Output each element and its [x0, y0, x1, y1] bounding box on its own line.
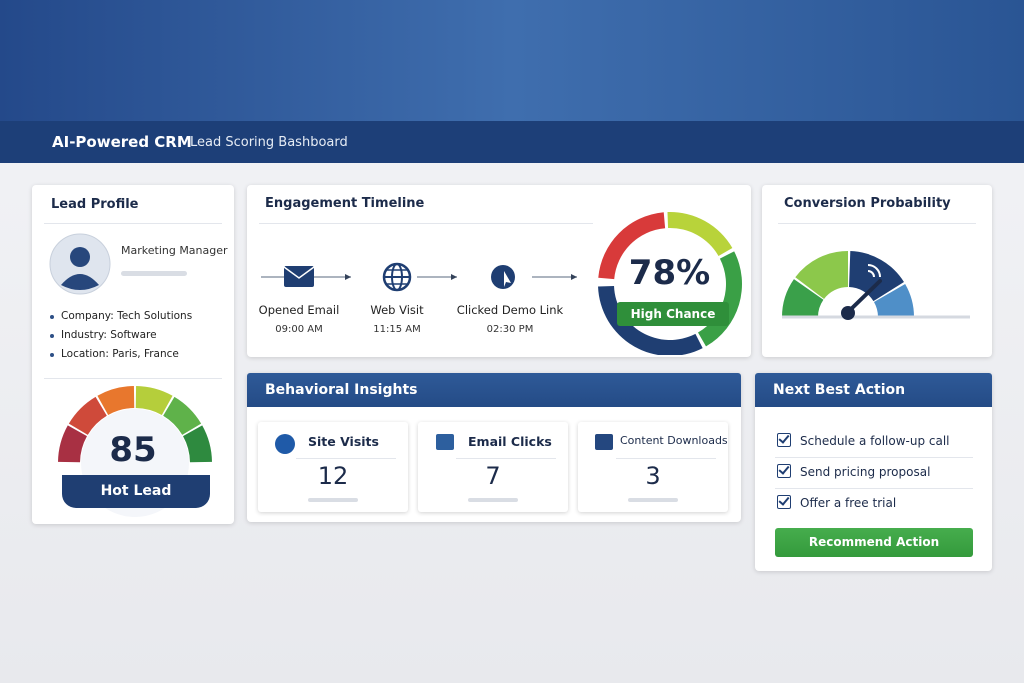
divider — [456, 458, 556, 459]
divider — [259, 223, 593, 224]
checkbox[interactable] — [777, 495, 791, 509]
divider — [296, 458, 396, 459]
probability-value: 78% — [628, 253, 711, 293]
bullet — [50, 334, 54, 338]
ring-segment — [598, 285, 703, 355]
ring-segment — [598, 212, 666, 280]
gauge-segment — [183, 425, 212, 463]
brand: AI-Powered CRM — [52, 133, 192, 151]
conversion-card: Conversion Probability — [762, 185, 992, 357]
card-title: Engagement Timeline — [265, 196, 425, 211]
avatar — [49, 233, 111, 295]
gauge-segment — [135, 386, 173, 415]
metric-value: 7 — [485, 462, 501, 490]
timeline-line — [261, 262, 577, 292]
divider — [778, 223, 976, 224]
divider — [775, 488, 973, 489]
signal-icon — [867, 264, 881, 278]
metric-card: Email Clicks 7 — [418, 422, 568, 512]
divider — [775, 457, 973, 458]
recommend-button[interactable]: Recommend Action — [775, 528, 973, 557]
metric-icon — [595, 434, 613, 450]
gauge-segment — [849, 251, 904, 302]
card-header: Behavioral Insights — [247, 373, 741, 407]
ring-segment — [698, 251, 742, 347]
lead-detail: Company: Tech Solutions — [61, 310, 193, 322]
page-title: Lead Scoring Bashboard — [190, 135, 348, 150]
placeholder-bar — [468, 498, 518, 502]
placeholder-bar — [308, 498, 358, 502]
event-label: Web Visit — [370, 303, 424, 317]
needle-hub — [841, 306, 855, 320]
lead-profile-card: Lead Profile Marketing Manager 85 Hot Le… — [32, 185, 234, 524]
gauge-segment — [873, 284, 914, 317]
next-action-card: Next Best Action Recommend Action Schedu… — [755, 373, 992, 571]
action-label: Send pricing proposal — [800, 465, 931, 479]
gauge-segment — [97, 386, 135, 415]
header-banner — [0, 0, 1024, 121]
lead-role: Marketing Manager — [121, 244, 228, 257]
gauge-segment — [68, 396, 107, 435]
probability-ring — [598, 212, 742, 355]
divider — [44, 223, 222, 224]
engagement-card: Engagement Timeline 78% High Chance Open… — [247, 185, 751, 357]
score-label: Hot Lead — [62, 475, 210, 508]
checkbox[interactable] — [777, 464, 791, 478]
action-label: Offer a free trial — [800, 496, 897, 510]
insights-card: Behavioral Insights Site Visits 12 Email C… — [247, 373, 741, 522]
lead-detail: Location: Paris, France — [61, 348, 179, 360]
title-bar: AI-Powered CRM Lead Scoring Bashboard — [0, 121, 1024, 163]
gauge-segment — [795, 251, 848, 299]
divider — [616, 458, 716, 459]
gauge-needle — [846, 279, 882, 314]
metric-card: Site Visits 12 — [258, 422, 408, 512]
placeholder-bar — [628, 498, 678, 502]
event-time: 02:30 PM — [486, 324, 534, 335]
ring-segment — [667, 212, 733, 256]
card-title: Conversion Probability — [784, 196, 951, 211]
probability-label: High Chance — [617, 302, 729, 326]
event-time: 09:00 AM — [275, 324, 323, 335]
lead-score: 85 — [109, 430, 157, 470]
checkbox[interactable] — [777, 433, 791, 447]
card-title: Lead Profile — [51, 197, 139, 212]
event-label: Clicked Demo Link — [456, 303, 564, 317]
action-label: Schedule a follow-up call — [800, 434, 950, 448]
lead-detail: Industry: Software — [61, 329, 157, 341]
conversion-gauge — [782, 251, 970, 320]
metric-value: 12 — [317, 462, 349, 490]
divider — [44, 378, 222, 379]
metric-label: Email Clicks — [468, 434, 552, 449]
metric-card: Content Downloads 3 — [578, 422, 728, 512]
placeholder-bar — [121, 271, 187, 276]
metric-icon — [275, 434, 295, 454]
gauge-segment — [163, 396, 202, 435]
event-label: Opened Email — [258, 303, 340, 317]
metric-label: Site Visits — [308, 434, 379, 449]
bullet — [50, 315, 54, 319]
metric-value: 3 — [645, 462, 661, 490]
bullet — [50, 353, 54, 357]
metric-icon — [436, 434, 454, 450]
gauge-segment — [58, 425, 87, 463]
event-time: 11:15 AM — [373, 324, 421, 335]
gauge-segment — [782, 279, 824, 317]
card-header: Next Best Action — [755, 373, 992, 407]
metric-label: Content Downloads — [620, 434, 728, 447]
